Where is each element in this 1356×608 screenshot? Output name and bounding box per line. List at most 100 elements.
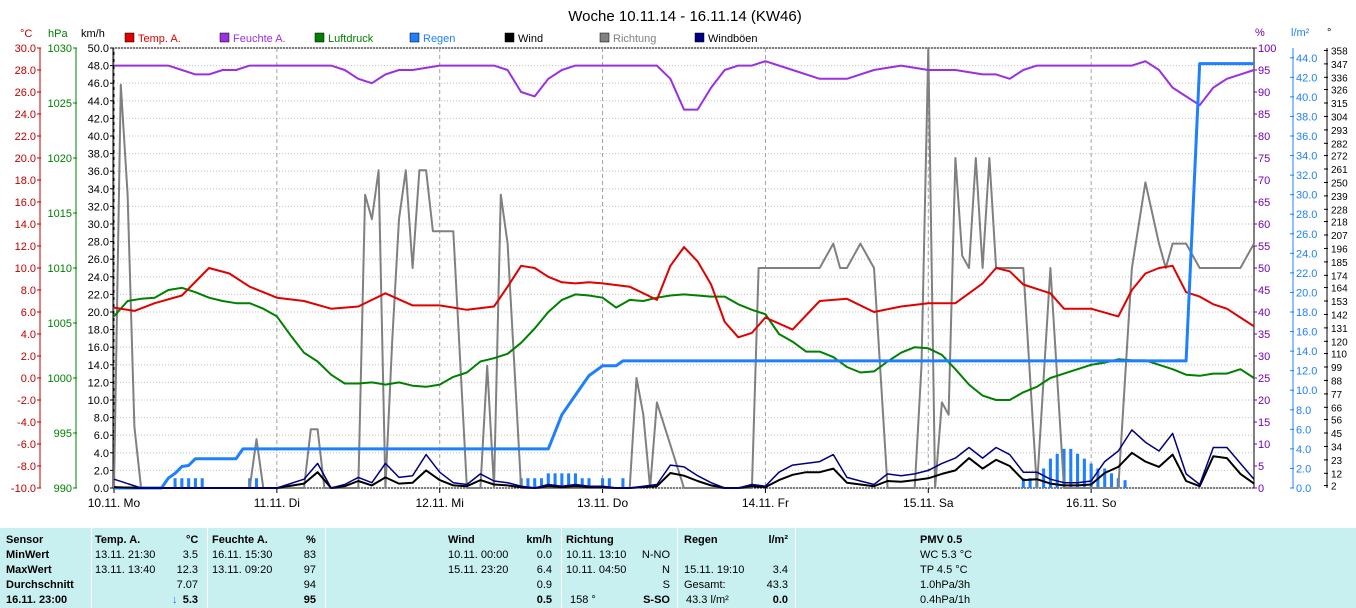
- legend-label: Feuchte A.: [233, 33, 286, 45]
- tick-label: 44.0: [1296, 53, 1317, 65]
- series-line-luftdruck: [113, 286, 1255, 401]
- tick-label: 18.0: [88, 325, 109, 337]
- rain-bar: [1123, 480, 1127, 488]
- tick-label: 10.0: [88, 395, 109, 407]
- legend-label: Regen: [423, 33, 455, 45]
- dir-current-degrees: 158 °: [570, 594, 596, 606]
- tick-label: 26.0: [88, 254, 109, 266]
- tick-label: 2.0: [21, 351, 36, 363]
- x-tick-label: 11.11. Di: [254, 496, 300, 510]
- tick-label: 40.0: [88, 131, 109, 143]
- tick-label: 22.0: [88, 289, 109, 301]
- tick-label: 95: [1258, 65, 1270, 77]
- tick-label: 272: [1331, 152, 1348, 163]
- wind-header: Wind: [448, 534, 475, 546]
- series-line-windböen: [113, 429, 1255, 489]
- rain-bar: [1069, 448, 1073, 488]
- rain-bar: [1028, 478, 1032, 488]
- tick-label: 60: [1258, 219, 1270, 231]
- grid-lines: [113, 47, 1254, 489]
- rain-bar: [254, 478, 259, 488]
- temp-avg-value: 7.07: [176, 579, 198, 591]
- tick-label: 315: [1331, 99, 1348, 110]
- tick-label: 261: [1331, 165, 1348, 176]
- tick-label: 34.0: [1296, 151, 1317, 163]
- rain-current-total: 43.3 l/m²: [686, 594, 729, 606]
- tick-label: 35: [1258, 329, 1270, 341]
- rain-total-value: 43.3: [766, 579, 788, 591]
- tick-label: 88: [1331, 376, 1343, 387]
- column-divider: [91, 528, 92, 608]
- hum-header: Feuchte A.: [212, 534, 268, 546]
- rain-bar: [1062, 448, 1066, 488]
- column-divider: [561, 528, 562, 608]
- x-tick-label: 15.11. Sa: [903, 496, 954, 510]
- tick-label: 1015: [48, 208, 72, 220]
- rain-bar: [180, 478, 184, 488]
- tick-label: 6.0: [1296, 424, 1311, 436]
- tick-label: 0.0: [1296, 483, 1311, 495]
- rain-bar: [1021, 478, 1025, 488]
- dir-min-value: N-NO: [641, 549, 670, 561]
- rain-bar: [1082, 458, 1086, 488]
- series-line-richtung: [113, 47, 1255, 489]
- tick-label: 70: [1258, 175, 1270, 187]
- tick-label: 32.0: [1296, 170, 1317, 182]
- x-tick-label: 16.11. So: [1066, 496, 1117, 510]
- tick-label: 4.0: [94, 448, 109, 460]
- tick-label: -10.0: [11, 483, 36, 495]
- tick-label: 18.0: [15, 175, 36, 187]
- wind-max-value: 6.4: [536, 564, 552, 576]
- wind-unit: km/h: [526, 534, 552, 546]
- tick-label: 18.0: [1296, 307, 1317, 319]
- column-divider: [325, 528, 326, 608]
- tick-label: 5: [1258, 461, 1264, 473]
- pmv-pressure-3h: 1.0hPa/3h: [920, 579, 971, 591]
- tick-label: 207: [1331, 231, 1348, 242]
- wind-min-time: 10.11. 00:00: [448, 549, 509, 561]
- hum-max-time: 13.11. 09:20: [212, 564, 273, 576]
- pmv-windchill: WC 5.3 °C: [920, 549, 973, 561]
- legend-swatch: [599, 32, 610, 43]
- dir-avg-value: S: [662, 579, 670, 591]
- tick-label: 44.0: [88, 96, 109, 108]
- tick-label: 85: [1258, 109, 1270, 121]
- dir-current-value: S-SO: [643, 594, 670, 606]
- tick-label: 20: [1258, 395, 1270, 407]
- tick-label: 16.0: [88, 342, 109, 354]
- rain-bar: [533, 478, 537, 488]
- dir-max-time: 10.11. 04:50: [566, 564, 627, 576]
- tick-label: 14.0: [15, 219, 36, 231]
- press-unit-label: hPa: [48, 28, 68, 40]
- tick-label: 1020: [48, 153, 72, 165]
- tick-label: 46.0: [88, 78, 109, 90]
- tick-label: 6.0: [21, 307, 36, 319]
- weather-chart: Woche 10.11.14 - 16.11.14 (KW46) °C hPa …: [11, 8, 1348, 510]
- tick-label: 48.0: [88, 61, 109, 73]
- tick-label: 40: [1258, 307, 1270, 319]
- tick-label: 38.0: [1296, 111, 1317, 123]
- tick-label: 30: [1258, 351, 1270, 363]
- rain-bar: [601, 478, 605, 488]
- temp-current-value: 5.3: [182, 594, 198, 606]
- tick-label: 304: [1331, 112, 1348, 123]
- tick-label: 239: [1331, 192, 1348, 203]
- tick-label: 995: [54, 428, 72, 440]
- rain-unit-label: l/m²: [1291, 27, 1310, 39]
- tick-label: 228: [1331, 205, 1348, 216]
- rain-max-time: 15.11. 19:10: [684, 564, 745, 576]
- rain-bar: [1055, 453, 1059, 488]
- pmv-pressure-1h: 0.4hPa/1h: [920, 594, 971, 606]
- series-line-regen: [114, 62, 1254, 490]
- chart-legend: Temp. A. Feuchte A. Luftdruck Regen Wind Rich…: [124, 32, 758, 45]
- tick-label: 80: [1258, 131, 1270, 143]
- row-label-min: MinWert: [6, 549, 50, 561]
- tick-label: 196: [1331, 244, 1348, 255]
- arrow-down-icon: ↓: [172, 594, 178, 606]
- rain-bar: [621, 478, 625, 488]
- pmv-header: PMV 0.5: [920, 534, 963, 546]
- tick-label: 22.0: [1296, 268, 1317, 280]
- tick-label: 23: [1331, 456, 1343, 467]
- tick-label: 38.0: [88, 149, 109, 161]
- rain-header: Regen: [684, 534, 718, 546]
